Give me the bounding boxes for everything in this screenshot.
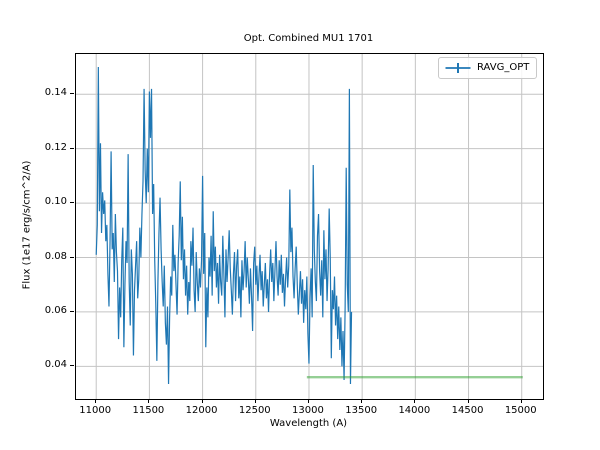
x-tick-label: 13000 (292, 405, 324, 416)
x-tick-label: 11500 (132, 405, 165, 416)
y-tick-label: 0.12 (44, 141, 67, 153)
legend-label: RAVG_OPT (477, 62, 530, 73)
y-tick-label: 0.14 (44, 87, 67, 99)
x-tick-mark (307, 399, 309, 403)
x-tick-mark (414, 399, 416, 403)
x-tick-mark (201, 399, 203, 403)
y-tick-mark (70, 202, 74, 204)
plot-area (75, 53, 544, 400)
x-tick-label: 14500 (451, 405, 484, 416)
ravg-opt-series-line (95, 67, 353, 385)
x-tick-mark (95, 399, 97, 403)
y-tick-label: 0.04 (44, 359, 67, 371)
x-tick-label: 12500 (238, 405, 271, 416)
x-tick-mark (520, 399, 522, 403)
x-tick-mark (467, 399, 469, 403)
x-axis-label: Wavelength (A) (269, 418, 348, 429)
y-tick-label: 0.08 (44, 250, 67, 262)
x-tick-mark (361, 399, 363, 403)
x-tick-label: 14000 (398, 405, 431, 416)
y-axis-label-text: Flux (1e17 erg/s/cm^2/A) (21, 160, 33, 290)
x-tick-mark (148, 399, 150, 403)
y-tick-mark (70, 93, 74, 95)
y-tick-label: 0.10 (44, 196, 67, 208)
x-tick-label: 15000 (504, 405, 537, 416)
y-tick-mark (70, 310, 74, 312)
y-tick-mark (70, 256, 74, 258)
x-tick-label: 11000 (79, 405, 112, 416)
chart-title: Opt. Combined MU1 1701 (243, 33, 374, 44)
errorbar-marker-icon (445, 63, 471, 73)
legend: RAVG_OPT (438, 57, 538, 79)
y-tick-mark (70, 147, 74, 149)
x-tick-mark (254, 399, 256, 403)
y-tick-mark (70, 365, 74, 367)
x-tick-label: 13500 (345, 405, 378, 416)
x-tick-label: 12000 (185, 405, 218, 416)
y-tick-label: 0.06 (44, 304, 67, 316)
plot-canvas (76, 54, 543, 399)
